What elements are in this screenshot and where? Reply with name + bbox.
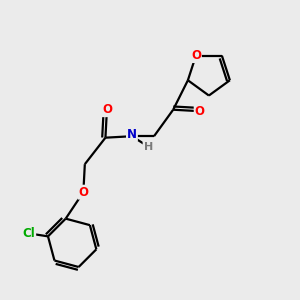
- Text: Cl: Cl: [22, 227, 35, 240]
- Text: O: O: [191, 49, 201, 62]
- Text: H: H: [143, 142, 153, 152]
- Text: O: O: [195, 105, 205, 118]
- Text: O: O: [78, 186, 88, 199]
- Text: N: N: [127, 128, 137, 141]
- Text: O: O: [102, 103, 112, 116]
